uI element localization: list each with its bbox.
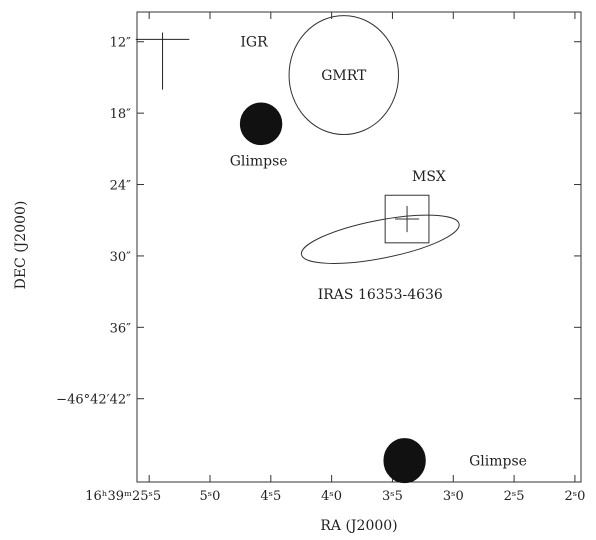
x-tick-label: 2ˢ5 <box>504 489 525 504</box>
y-tick-label: −46°42′42″ <box>56 393 131 408</box>
y-axis-label: DEC (J2000) <box>13 201 29 290</box>
sources <box>135 15 460 484</box>
gmrt-label: GMRT <box>321 68 367 84</box>
x-tick-label: 4ˢ5 <box>260 489 281 504</box>
y-tick-label: 36″ <box>110 321 132 336</box>
x-tick-label: 3ˢ0 <box>443 489 464 504</box>
x-tick-label: 3ˢ5 <box>382 489 403 504</box>
gmrt-circle <box>288 15 400 136</box>
plot-frame <box>136 11 582 483</box>
x-tick-label: 16ʰ39ᵐ25ˢ5 <box>85 489 161 504</box>
glimpse-label: Glimpse <box>469 454 527 470</box>
glimpse-disk <box>239 102 283 146</box>
source-labels: IGR GMRT Glimpse MSX IRAS 16353-4636 Glimpse <box>230 35 527 470</box>
iras-ellipse <box>300 214 460 264</box>
x-tick-label: 5ˢ0 <box>200 489 221 504</box>
y-tick-label: 24″ <box>110 179 132 194</box>
y-tick-labels: 12″ 18″ 24″ 30″ 36″ −46°42′42″ <box>56 36 131 408</box>
x-tick-label: 2ˢ0 <box>564 489 585 504</box>
x-axis-label: RA (J2000) <box>320 518 397 534</box>
glimpse-disk <box>383 438 426 484</box>
y-tick-label: 12″ <box>110 36 132 51</box>
iras-16353-4636-label: IRAS 16353-4636 <box>318 287 443 303</box>
y-tick-label: 18″ <box>110 107 132 122</box>
axis-ticks <box>137 12 581 482</box>
y-tick-label: 30″ <box>110 250 132 265</box>
glimpse-label: Glimpse <box>230 154 288 170</box>
x-tick-labels: 16ʰ39ᵐ25ˢ5 5ˢ0 4ˢ5 4ˢ0 3ˢ5 3ˢ0 2ˢ5 2ˢ0 <box>85 489 585 504</box>
msx-label: MSX <box>412 169 446 185</box>
x-tick-label: 4ˢ0 <box>321 489 342 504</box>
igr-label: IGR <box>240 35 268 51</box>
